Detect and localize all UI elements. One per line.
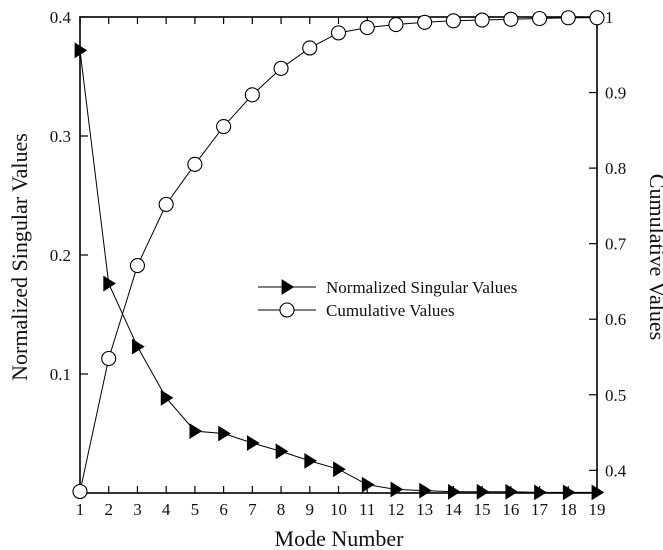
normalized-singular-values-point [275,443,289,460]
x-tick-label: 18 [560,500,577,519]
normalized-singular-values-point [591,484,605,501]
plot-frame [79,16,598,494]
x-tick-label: 11 [359,500,375,519]
cumulative-values-point [474,12,490,28]
normalized-singular-values-point [505,483,519,500]
normalized-singular-values-point [160,389,174,406]
left-y-tick-label: 0.1 [50,365,71,384]
x-tick-label: 19 [589,500,606,519]
cumulative-values-point [302,40,318,56]
normalized-singular-values-point [390,481,404,498]
normalized-singular-values-point [361,476,375,493]
normalized-singular-values-point [447,483,461,500]
x-tick-label: 1 [76,500,85,519]
cumulative-values-point [129,258,145,274]
cumulative-values-point [532,10,548,27]
normalized-singular-values-point [103,275,116,292]
x-tick-label: 5 [191,500,200,519]
legend-marker-normalized-singular-values [281,279,295,295]
cumulative-values-point [273,60,289,76]
normalized-singular-values-point [74,42,88,59]
normalized-singular-values-point [132,338,145,355]
cumulative-values-point [503,11,519,27]
normalized-singular-values-point [333,461,346,478]
x-tick-label: 4 [162,500,171,519]
normalized-singular-values-point [562,484,576,501]
cumulative-values-point [187,156,203,172]
normalized-singular-values-point [419,482,432,499]
cumulative-values-point [216,119,232,135]
cumulative-values-point [158,196,174,212]
x-tick-label: 15 [474,500,491,519]
legend-marker-cumulative-values [279,302,295,318]
cumulative-values-point [72,483,88,500]
cumulative-values-point [388,17,404,33]
legend-layer: Normalized Singular Values Cumulative Val… [258,278,517,320]
right-y-tick-label: 0.5 [605,386,626,405]
right-y-tick-label: 0.8 [605,159,626,178]
left-y-tick-label: 0.4 [50,8,72,27]
right-y-tick-label: 0.4 [605,461,627,480]
x-tick-label: 2 [104,500,113,519]
x-tick-label: 8 [277,500,286,519]
right-y-tick-label: 0.7 [605,235,627,254]
left-y-axis-title: Normalized Singular Values [7,133,32,381]
x-axis-title: Mode Number [275,526,405,550]
cumulative-values-point [560,10,576,26]
cumulative-values-point [589,10,605,26]
left-y-tick-label: 0.3 [50,127,71,146]
normalized-singular-values-line [79,50,597,493]
right-y-tick-label: 1 [605,8,614,27]
x-tick-label: 14 [445,500,463,519]
cumulative-values-line [79,17,597,492]
right-y-tick-label: 0.9 [605,84,626,103]
normalized-singular-values-point [218,425,231,442]
normalized-singular-values-point [304,452,318,469]
x-tick-label: 16 [502,500,519,519]
x-tick-label: 3 [133,500,142,519]
legend-label-normalized-singular-values: Normalized Singular Values [326,278,517,297]
x-tick-label: 10 [330,500,347,519]
legend-label-cumulative-values: Cumulative Values [326,301,455,320]
cumulative-values-point [359,20,375,36]
x-tick-label: 6 [219,500,228,519]
cumulative-values-point [417,14,433,30]
cumulative-values-point [101,350,117,367]
cumulative-values-point [445,13,461,29]
normalized-singular-values-point [534,484,547,501]
normalized-singular-values-point [189,423,203,440]
x-tick-label: 12 [387,500,404,519]
cumulative-values-point [330,25,347,41]
left-y-tick-label: 0.2 [50,246,71,265]
axes-layer: 1 2 3 4 5 6 7 8 9 10 11 12 13 14 15 16 17 18 190.10.20.30.… [50,8,627,519]
normalized-singular-values-point [476,483,490,500]
x-tick-label: 13 [416,500,433,519]
normalized-singular-values-point [246,435,260,451]
cumulative-values-point [244,87,260,103]
x-tick-label: 17 [531,500,549,519]
right-y-axis-title: Cumulative Values [645,174,663,340]
x-tick-label: 7 [248,500,257,519]
series-layer [72,10,605,501]
right-y-tick-label: 0.6 [605,310,626,329]
x-tick-label: 9 [306,500,315,519]
